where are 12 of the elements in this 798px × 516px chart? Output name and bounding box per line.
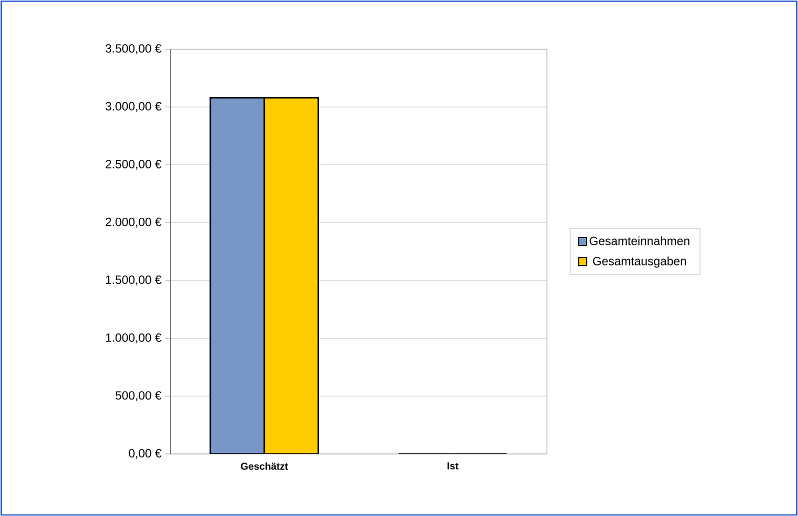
y-tick-label: 1.500,00 €	[106, 275, 162, 286]
y-tick-label: 500,00 €	[116, 391, 162, 402]
y-tick-label: 2.000,00 €	[106, 218, 162, 228]
legend-label: Gesamteinnahmen	[590, 236, 690, 246]
y-tick-label: 0,00 €	[128, 448, 162, 459]
y-tick-label: 2.500,00 €	[106, 160, 162, 170]
x-tick-label: Ist	[448, 462, 458, 470]
x-tick-label: Geschätzt	[240, 462, 288, 470]
y-tick-label: 3.500,00 €	[106, 44, 162, 54]
y-tick-label: 1.000,00 €	[106, 333, 162, 344]
y-tick-label: 3.000,00 €	[106, 102, 162, 112]
legend-label: Gesamtausgaben	[593, 256, 686, 268]
